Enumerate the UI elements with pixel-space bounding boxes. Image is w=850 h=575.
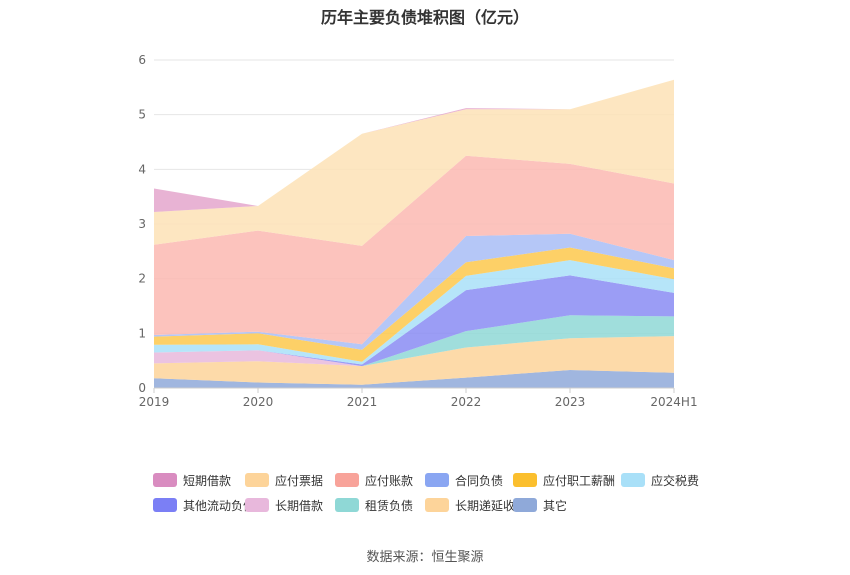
legend-item[interactable]: 其它 (513, 497, 567, 513)
legend-label: 其他流动负债 (183, 498, 256, 513)
legend-label: 合同负债 (455, 473, 504, 488)
y-tick-label: 6 (138, 53, 146, 67)
legend-item[interactable]: 长期借款 (245, 497, 323, 513)
legend-item[interactable]: 租赁负债 (335, 497, 413, 513)
legend-label: 应付账款 (365, 473, 414, 488)
legend-swatch (513, 473, 537, 487)
area-5 (154, 275, 674, 367)
legend-item[interactable]: 应付票据 (245, 472, 323, 488)
area-9 (154, 155, 674, 345)
y-tick-label: 2 (138, 272, 146, 286)
x-tick-label: 2021 (347, 395, 378, 409)
legend-item[interactable]: 其他流动负债 (153, 497, 255, 513)
area-2 (154, 336, 674, 385)
area-8 (154, 233, 674, 350)
legend-item[interactable]: 合同负债 (425, 472, 503, 488)
legend-label: 应交税费 (651, 473, 700, 488)
area-7 (154, 247, 674, 362)
legend-swatch (513, 498, 537, 512)
y-tick-label: 1 (138, 326, 146, 340)
legend-label: 应付职工薪酬 (543, 473, 616, 488)
legend-label: 其它 (543, 498, 568, 513)
y-tick-label: 4 (138, 162, 146, 176)
area-6 (154, 260, 674, 365)
y-tick-label: 3 (138, 217, 146, 231)
area-series (154, 79, 674, 388)
legend-label: 短期借款 (183, 473, 232, 488)
x-tick-label: 2022 (451, 395, 482, 409)
stacked-area-chart: 0 1 2 3 4 5 6 2019 2020 2021 2022 2023 2024H1 (138, 53, 697, 409)
legend-swatch (245, 473, 269, 487)
area-10 (154, 79, 674, 246)
legend-label: 长期借款 (275, 498, 324, 513)
x-tick-label: 2023 (555, 395, 586, 409)
legend-item[interactable]: 短期借款 (153, 472, 231, 488)
legend-label: 长期递延收益 (455, 498, 528, 513)
legend-label: 应付票据 (275, 473, 324, 488)
axes: 0 1 2 3 4 5 6 2019 2020 2021 2022 2023 2024H1 (138, 53, 697, 409)
legend-swatch (335, 473, 359, 487)
area-3 (154, 315, 674, 367)
legend-item[interactable]: 长期递延收益 (425, 497, 527, 513)
chart-title: 历年主要负债堆积图（亿元） (320, 8, 529, 27)
legend-label: 租赁负债 (365, 498, 414, 513)
legend-swatch (425, 473, 449, 487)
y-tick-label: 5 (138, 108, 146, 122)
y-tick-label: 0 (138, 381, 146, 395)
legend-swatch (425, 498, 449, 512)
x-tick-label: 2019 (139, 395, 170, 409)
area-4 (154, 315, 674, 367)
legend-item[interactable]: 应付职工薪酬 (513, 472, 615, 488)
legend-item[interactable]: 应付账款 (335, 472, 413, 488)
legend-swatch (335, 498, 359, 512)
legend-item[interactable]: 应交税费 (621, 472, 699, 488)
legend-swatch (153, 498, 177, 512)
legend-swatch (153, 473, 177, 487)
x-tick-label: 2024H1 (650, 395, 697, 409)
area-1 (154, 370, 674, 388)
data-source: 数据来源：恒生聚源 (366, 550, 484, 565)
legend-swatch (621, 473, 645, 487)
x-tick-label: 2020 (243, 395, 274, 409)
legend-swatch (245, 498, 269, 512)
area-11 (154, 79, 674, 212)
